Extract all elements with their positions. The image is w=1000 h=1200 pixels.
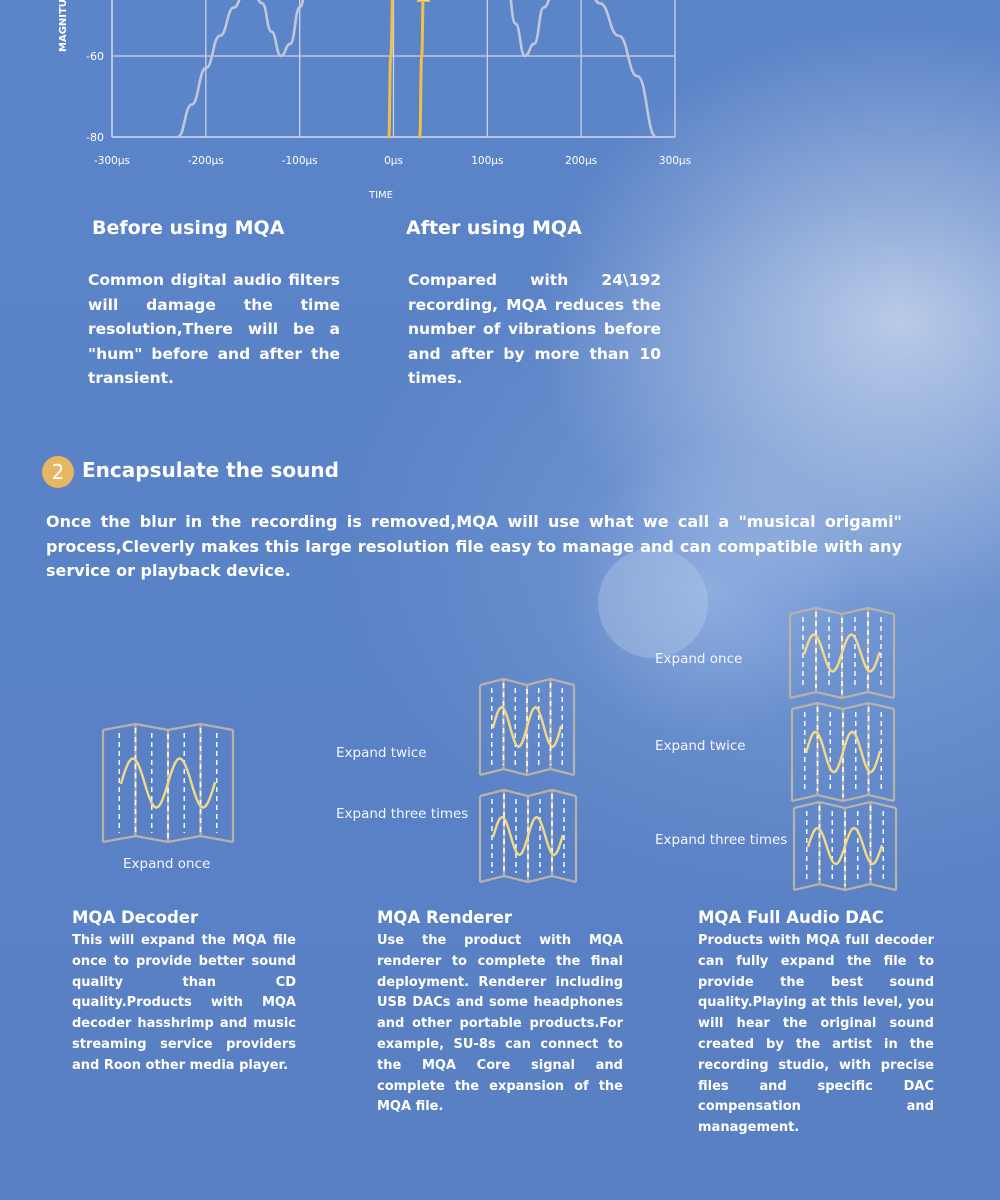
fold-edge-top: [791, 701, 895, 711]
x-tick-label: 100µs: [471, 155, 503, 167]
dac-title: MQA Full Audio DAC: [698, 908, 884, 927]
chart-series-line: [418, 0, 425, 139]
x-tick-label: 300µs: [659, 155, 691, 167]
after-text: Compared with 24\192 recording, MQA redu…: [408, 271, 661, 387]
fold-wave: [492, 705, 562, 749]
chart-curves: [176, 0, 658, 139]
chart-ticks: -60 -80 -300µs -200µs -100µs 0µs 100µs 200µs 300…: [86, 50, 691, 167]
chart-arrow-marker: [416, 0, 431, 2]
chart-series-line: [509, 0, 658, 139]
dac-fold-label-once: Expand once: [655, 651, 743, 667]
fold-wave: [805, 730, 881, 774]
chart-series-line: [176, 0, 305, 139]
fold-edge-top: [479, 677, 575, 687]
fold-icon-dac-twice: [790, 701, 896, 803]
renderer-title: MQA Renderer: [377, 908, 513, 927]
dac-text: Products with MQA full decoder can fully…: [698, 933, 934, 1136]
fold-icon-renderer-twice: [478, 677, 576, 777]
magnitude-time-chart: -60 -80 -300µs -200µs -100µs 0µs 100µs 200µs 300…: [58, 0, 691, 201]
x-tick-label: -300µs: [94, 155, 130, 167]
before-title: Before using MQA: [92, 217, 285, 239]
fold-icon-decoder: [101, 722, 235, 844]
fold-edge-top: [479, 788, 577, 798]
decoder-text: This will expand the MQA file once to pr…: [72, 933, 296, 1073]
section-title: Encapsulate the sound: [82, 458, 339, 482]
chart-ylabel: MAGNITU: [58, 0, 69, 52]
renderer-fold-label-twice: Expand twice: [336, 745, 427, 761]
section-text: Once the blur in the recording is remove…: [46, 512, 902, 580]
y-tick-label: -80: [86, 131, 104, 144]
fold-icon-dac-three: [792, 800, 898, 892]
fold-edge-top: [789, 606, 895, 616]
fold-wave: [120, 757, 216, 809]
before-text: Common digital audio filters will damage…: [88, 271, 340, 387]
fold-edge-top: [102, 722, 234, 732]
renderer-text: Use the product with MQA renderer to com…: [377, 933, 623, 1115]
section-number-badge: 2: [42, 456, 74, 488]
renderer-fold-label-three: Expand three times: [336, 806, 469, 822]
y-tick-label: -60: [86, 50, 104, 63]
fold-icon-dac-once: [788, 606, 896, 700]
decoder-title: MQA Decoder: [72, 908, 199, 927]
fold-wave: [492, 815, 564, 857]
fold-wave: [803, 633, 881, 673]
x-tick-label: -100µs: [282, 155, 318, 167]
chart-series-line: [387, 0, 394, 139]
x-tick-label: 0µs: [384, 155, 403, 167]
dac-fold-label-three: Expand three times: [655, 832, 788, 848]
fold-wave: [807, 826, 883, 866]
fold-edge-top: [793, 800, 897, 810]
chart-xlabel: TIME: [368, 190, 393, 201]
dac-fold-label-twice: Expand twice: [655, 738, 746, 754]
fold-icon-renderer-three: [478, 788, 578, 884]
after-title: After using MQA: [406, 217, 582, 239]
decoder-fold-label: Expand once: [123, 856, 211, 872]
x-tick-label: -200µs: [188, 155, 224, 167]
x-tick-label: 200µs: [565, 155, 597, 167]
chart-grid: [111, 0, 676, 138]
